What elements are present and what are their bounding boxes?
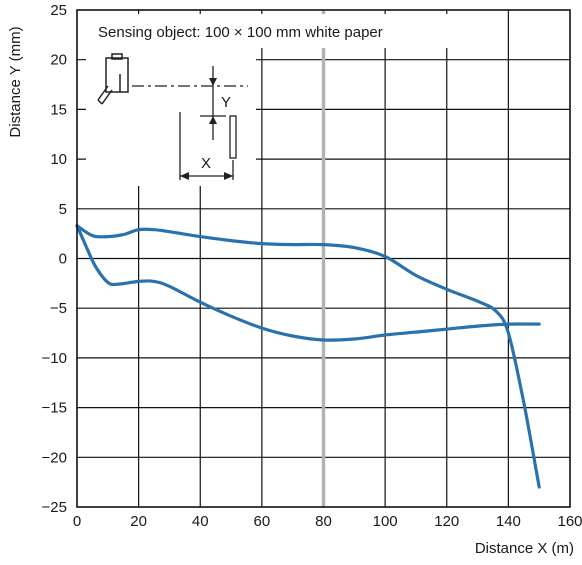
y-axis-label: Distance Y (mm)	[7, 26, 24, 137]
series-layer	[75, 224, 541, 489]
x-tick-label: 100	[373, 513, 398, 530]
sensor-icon	[97, 53, 129, 105]
series-line-1	[75, 224, 541, 489]
x-dimension-label: X	[201, 155, 211, 172]
annotation-text: Sensing object: 100 × 100 mm white paper	[98, 24, 383, 41]
x-tick-label: 140	[496, 513, 521, 530]
x-tick-label: 160	[557, 513, 582, 530]
y-tick-label: 20	[50, 52, 67, 69]
y-tick-label: −25	[42, 499, 67, 516]
y-tick-label: −20	[42, 449, 67, 466]
x-axis-label: Distance X (m)	[475, 540, 574, 557]
series-line-2	[75, 224, 541, 342]
y-dimension-label: Y	[221, 94, 231, 111]
y-arrow-down	[209, 78, 217, 86]
y-tick-label: 0	[59, 251, 67, 268]
x-tick-label: 120	[434, 513, 459, 530]
x-arrow-right	[224, 172, 233, 180]
plot-frame	[76, 9, 571, 508]
inset-background	[86, 48, 256, 186]
y-tick-label: −15	[42, 400, 67, 417]
y-tick-label: 15	[50, 101, 67, 118]
y-tick-label: 5	[59, 201, 67, 218]
y-arrow-up	[209, 116, 217, 124]
x-arrow-left	[180, 172, 189, 180]
sensor-diagram: Y X	[86, 48, 256, 186]
x-tick-label: 0	[73, 513, 81, 530]
y-tick-label: −10	[42, 350, 67, 367]
x-tick-label: 20	[130, 513, 147, 530]
annotation-background	[86, 14, 504, 48]
x-tick-label: 60	[254, 513, 271, 530]
target-paper	[229, 115, 237, 159]
y-tick-label: 25	[50, 2, 67, 19]
y-tick-label: 10	[50, 151, 67, 168]
x-tick-label: 80	[315, 513, 332, 530]
tick-labels: 0 20 40 60 80 100 120 140 160 25 20 15 10 5 0 −5 −10 −15 −…	[42, 2, 582, 530]
x-tick-label: 40	[192, 513, 209, 530]
y-tick-label: −5	[50, 300, 67, 317]
